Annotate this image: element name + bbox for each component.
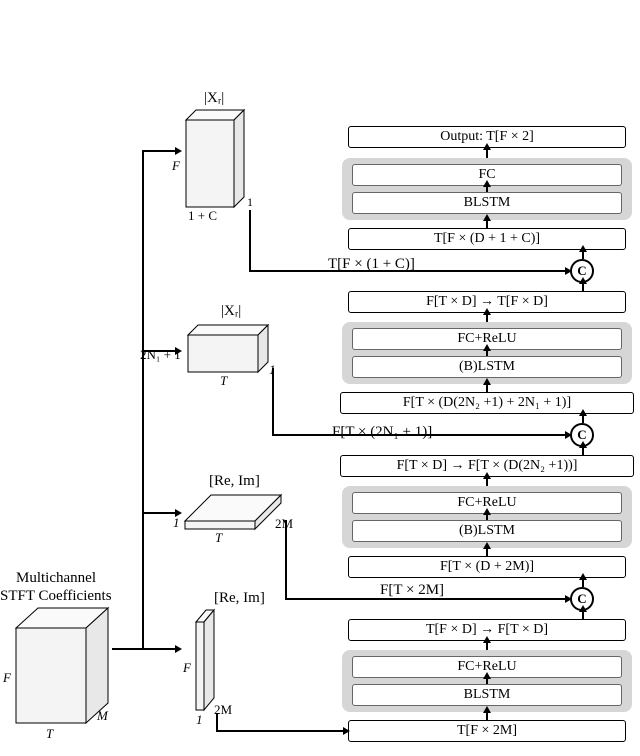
a-v17h — [483, 180, 491, 187]
side1: F[T × (2N₁ + 1)] — [332, 424, 432, 441]
a-v6 — [486, 548, 488, 556]
s0-v — [216, 713, 218, 731]
s0-h — [216, 730, 344, 732]
a-v2h — [483, 672, 491, 679]
block-in0: T[F × 2M] — [348, 720, 626, 742]
input-title-2: STFT Coefficients — [0, 588, 112, 605]
side0: F[T × 2M] — [380, 582, 444, 599]
a-v1 — [486, 712, 488, 720]
split-v — [142, 150, 144, 649]
t3-1C: 1 + C — [188, 208, 217, 224]
t0-F: F — [183, 660, 191, 676]
a-v9 — [582, 447, 584, 455]
a-v8h — [483, 472, 491, 479]
s3-v — [249, 210, 251, 271]
block-g1a: (B)LSTM — [352, 520, 622, 542]
branch-1 — [142, 512, 175, 514]
a-v14 — [582, 283, 584, 291]
input-cube — [16, 608, 126, 738]
a-v18h — [483, 143, 491, 150]
s0-ah — [343, 727, 350, 735]
a-v15 — [582, 251, 584, 259]
s1-h — [285, 598, 567, 600]
a-v13 — [486, 314, 488, 322]
input-axis-M: M — [97, 708, 108, 724]
a-v11 — [486, 384, 488, 392]
t0-cube — [196, 610, 276, 720]
s1-ah — [565, 595, 572, 603]
s3-h — [249, 270, 567, 272]
branch-3 — [142, 150, 175, 152]
s1-v — [285, 520, 287, 599]
input-axis-F: F — [3, 670, 11, 686]
t0-1: 1 — [196, 712, 203, 728]
s2-ah — [565, 431, 572, 439]
t3-label: |Xᵣ| — [204, 90, 224, 107]
t1-T: T — [215, 530, 222, 546]
a-v6h — [483, 542, 491, 549]
input-title-1: Multichannel — [16, 570, 96, 587]
t3-1: 1 — [247, 195, 253, 210]
a-v3h — [483, 636, 491, 643]
input-axis-T: T — [46, 726, 53, 742]
a-v10h — [579, 409, 587, 416]
a-v16h — [483, 214, 491, 221]
a-v14h — [579, 277, 587, 284]
a-v4 — [582, 611, 584, 619]
a-v9h — [579, 441, 587, 448]
t3-F: F — [172, 158, 180, 174]
a-v4h — [579, 605, 587, 612]
block-in2: F[T × (D(2N₂ +1) + 2N₁ + 1)] — [340, 392, 634, 414]
s2-v — [272, 368, 274, 435]
a-v15h — [579, 245, 587, 252]
a-v11h — [483, 378, 491, 385]
block-g3a: BLSTM — [352, 192, 622, 214]
t1-label: [Re, Im] — [209, 473, 260, 490]
t1-1: 1 — [173, 515, 180, 531]
a-v10 — [582, 415, 584, 423]
a-v5h — [579, 573, 587, 580]
block-g0a: BLSTM — [352, 684, 622, 706]
a-v3 — [486, 642, 488, 650]
t2-L: 2N₁ + 1 — [140, 347, 181, 363]
a-v5 — [582, 579, 584, 587]
branch-0-ah — [175, 645, 182, 653]
a-v1h — [483, 706, 491, 713]
split-h — [112, 648, 142, 650]
block-g2a: (B)LSTM — [352, 356, 622, 378]
s3-ah — [565, 267, 572, 275]
t0-label: [Re, Im] — [214, 590, 265, 607]
a-v16 — [486, 220, 488, 228]
t2-cube — [188, 325, 298, 385]
a-v8 — [486, 478, 488, 486]
a-v18 — [486, 149, 488, 158]
s2-h — [272, 434, 567, 436]
t2-T: T — [220, 373, 227, 389]
branch-3-ah — [175, 147, 182, 155]
t3-cube — [186, 110, 276, 220]
t2-label: |Xᵣ| — [221, 303, 241, 320]
a-v12h — [483, 344, 491, 351]
a-v13h — [483, 308, 491, 315]
a-v7h — [483, 508, 491, 515]
branch-0 — [142, 648, 175, 650]
